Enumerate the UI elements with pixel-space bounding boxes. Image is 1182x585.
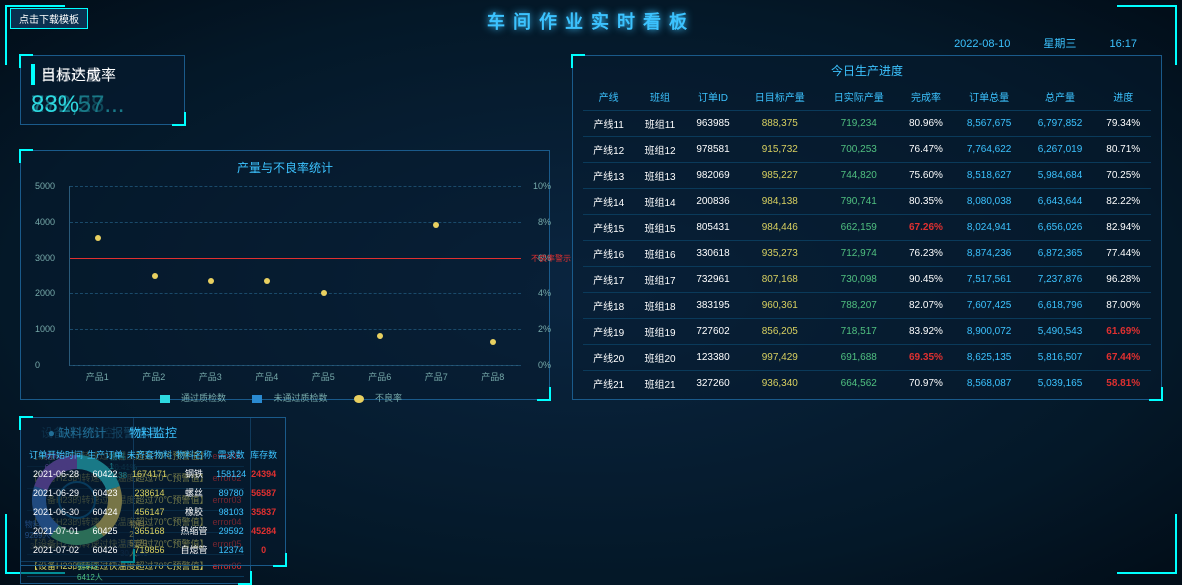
datetime-bar: 2022-08-10 星期三 16:17: [939, 35, 1152, 51]
table-row: 2021-07-0260426 719856自熄管 123740: [27, 540, 279, 559]
legend-pass: 通过质检数: [181, 393, 226, 403]
date-text: 2022-08-10: [954, 38, 1010, 50]
defect-point: [490, 339, 496, 345]
table-row: 2021-06-3060424 456147橡胶 9810335837: [27, 502, 279, 521]
materials-title: 物料监控: [27, 424, 279, 441]
table-row: 2021-07-0160425 365168热缩管 2959245284: [27, 521, 279, 540]
defect-point: [208, 278, 214, 284]
table-row: 产线20班组20123380 997,429691,688 69.35% 8,6…: [583, 345, 1151, 371]
time-text: 16:17: [1109, 38, 1137, 50]
chart-xlabels: 产品1产品2产品3产品4产品5产品6产品7产品8: [69, 370, 521, 383]
header: 点击下载模板 车间作业实时看板: [0, 0, 1182, 40]
table-row: 产线15班组15805431 984,446662,159 67.26% 8,0…: [583, 215, 1151, 241]
progress-panel: 今日生产进度 产线班组订单ID日目标产量日实际产量完成率订单总量总产量进度 产线…: [572, 55, 1162, 400]
defect-point: [152, 273, 158, 279]
bar-chart: 00%10002%20004%30006%40008%500010%不良率警示: [69, 186, 521, 366]
page-title: 车间作业实时看板: [0, 8, 1182, 34]
materials-table: 订单开始时间生产订单未齐套物料物料名称需求数库存数 2021-06-286042…: [27, 445, 279, 559]
table-row: 产线17班组17732961 807,168730,098 90.45% 7,5…: [583, 267, 1151, 293]
progress-title: 今日生产进度: [583, 62, 1151, 79]
download-button[interactable]: 点击下载模板: [10, 8, 88, 29]
chart-legend: 通过质检数 未通过质检数 不良率: [29, 391, 541, 404]
legend-rate: 不良率: [375, 393, 402, 403]
kpi-card: 目标达成率 83%: [20, 55, 185, 125]
table-row: 产线19班组19727602 856,205718,517 83.92% 8,9…: [583, 319, 1151, 345]
materials-panel: 物料监控 订单开始时间生产订单未齐套物料物料名称需求数库存数 2021-06-2…: [20, 417, 286, 566]
table-row: 产线18班组18383195 960,361788,207 82.07% 7,6…: [583, 293, 1151, 319]
table-row: 产线16班组16330618 935,273712,974 76.23% 8,8…: [583, 241, 1151, 267]
table-row: 产线11班组11963985 888,375719,234 80.96% 8,5…: [583, 111, 1151, 137]
weekday-text: 星期三: [1043, 38, 1076, 50]
progress-table: 产线班组订单ID日目标产量日实际产量完成率订单总量总产量进度 产线11班组119…: [583, 83, 1151, 396]
legend-fail: 未通过质检数: [273, 393, 327, 403]
kpi-value: 83%: [31, 91, 174, 119]
table-row: 2021-06-2960423 238614螺丝 8978056587: [27, 483, 279, 502]
table-row: 2021-06-2860422 1674171钢铁 15812424394: [27, 464, 279, 483]
chart-panel: 产量与不良率统计 00%10002%20004%30006%40008%5000…: [20, 150, 550, 400]
kpi-label: 目标达成率: [31, 64, 174, 85]
chart-title: 产量与不良率统计: [29, 159, 541, 176]
table-row: 产线13班组13982069 985,227744,820 75.60% 8,5…: [583, 163, 1151, 189]
table-row: 产线14班组14200836 984,138790,741 80.35% 8,0…: [583, 189, 1151, 215]
table-row: 产线12班组12978581 915,732700,253 76.47% 7,7…: [583, 137, 1151, 163]
table-row: 产线21班组21327260 936,340664,562 70.97% 8,5…: [583, 371, 1151, 397]
